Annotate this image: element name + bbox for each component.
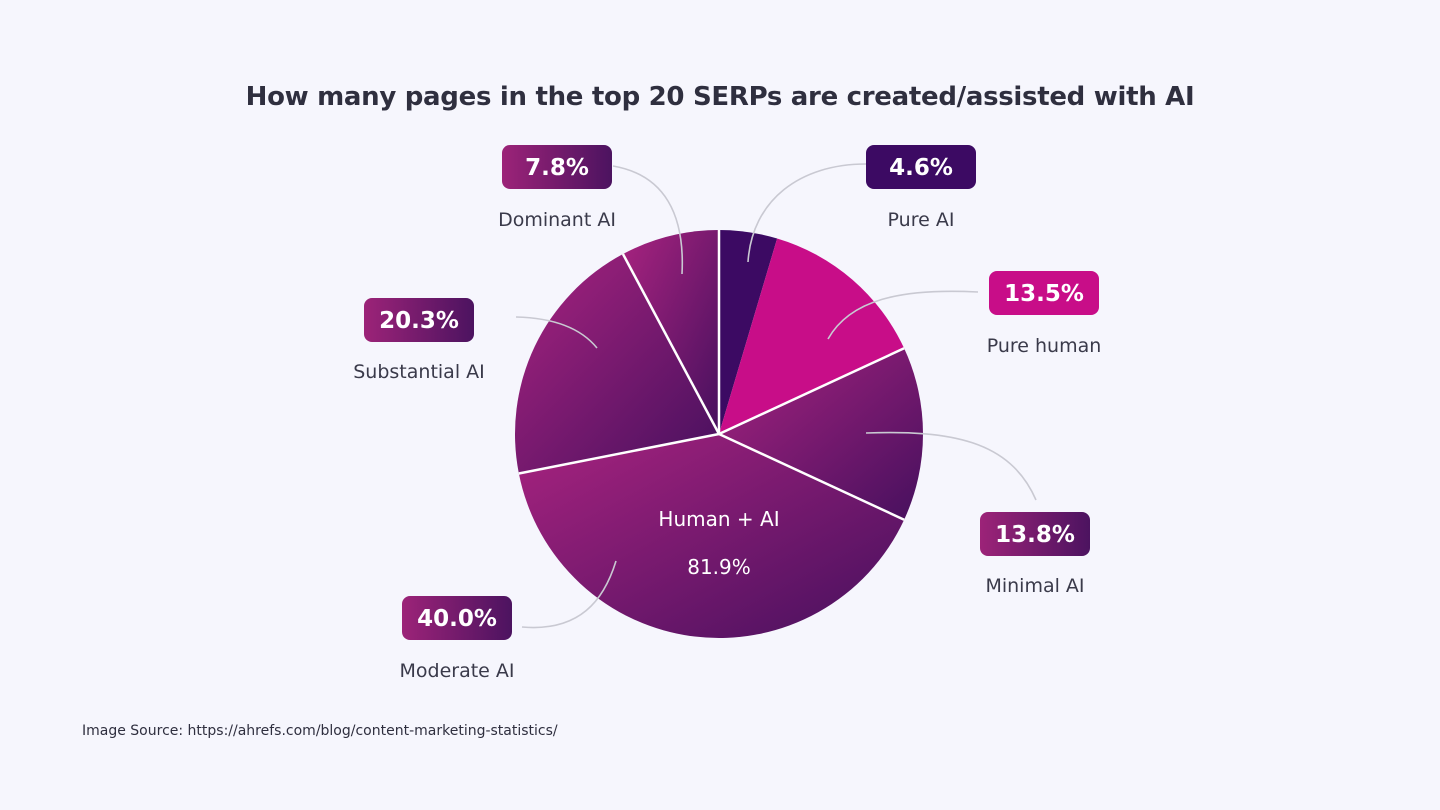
value-label-pure-ai: 4.6%: [889, 155, 953, 181]
value-label-dominant-ai: 7.8%: [525, 155, 589, 181]
value-badge-dominant-ai: [502, 145, 612, 189]
leader-line-dominant-ai: [612, 165, 684, 275]
leader-line-substantial-ai: [515, 316, 598, 349]
category-label-substantial-ai: Substantial AI: [353, 361, 485, 383]
pie-slice-minimal-ai: [719, 348, 923, 520]
slice-divider: [718, 432, 905, 521]
pie-slice-pure-human: [719, 238, 905, 434]
value-label-minimal-ai: 13.8%: [995, 522, 1075, 548]
value-label-moderate-ai: 40.0%: [417, 606, 497, 632]
category-label-moderate-ai: Moderate AI: [399, 660, 514, 682]
value-label-substantial-ai: 20.3%: [379, 308, 459, 334]
pie-slice-pure-ai: [719, 230, 778, 434]
center-group-value: 81.9%: [687, 555, 751, 579]
center-group-label: Human + AI: [658, 507, 779, 531]
chart-title: How many pages in the top 20 SERPs are c…: [245, 82, 1195, 112]
category-label-minimal-ai: Minimal AI: [985, 575, 1084, 597]
value-badge-pure-human: [989, 271, 1099, 315]
slice-divider: [718, 347, 905, 436]
leader-line-minimal-ai: [865, 431, 1037, 501]
value-label-pure-human: 13.5%: [1004, 281, 1084, 307]
slice-divider: [621, 253, 721, 435]
value-badge-pure-ai: [866, 145, 976, 189]
category-label-dominant-ai: Dominant AI: [498, 209, 616, 231]
leader-line-pure-ai: [747, 163, 867, 263]
pie-slice-moderate-ai: [518, 434, 905, 639]
value-badge-substantial-ai: [364, 298, 474, 342]
leader-line-moderate-ai: [521, 560, 617, 629]
category-label-pure-ai: Pure AI: [888, 209, 955, 231]
pie-slice-substantial-ai: [515, 254, 719, 474]
category-label-pure-human: Pure human: [987, 335, 1102, 357]
image-source-caption: Image Source: https://ahrefs.com/blog/co…: [82, 723, 558, 739]
value-badge-moderate-ai: [402, 596, 512, 640]
leader-line-pure-human: [827, 290, 979, 340]
value-badge-minimal-ai: [980, 512, 1090, 556]
pie-slice-dominant-ai: [622, 230, 719, 434]
slice-divider: [518, 432, 720, 475]
